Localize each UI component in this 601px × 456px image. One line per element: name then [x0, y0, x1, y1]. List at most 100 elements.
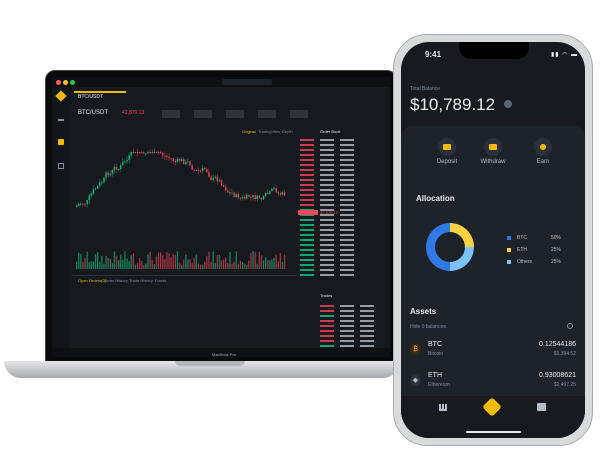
volume-bar — [151, 259, 153, 269]
order-row — [300, 154, 388, 158]
candle-body — [260, 197, 263, 200]
volume-bar — [118, 259, 120, 269]
candle-body — [111, 170, 113, 174]
hide-zero-balances-toggle[interactable]: Hide 0 balances — [410, 324, 446, 330]
candle-body — [197, 169, 200, 171]
candle-body — [220, 180, 223, 186]
volume-bar — [160, 252, 162, 269]
volume-bar — [130, 255, 132, 269]
order-row — [300, 194, 388, 198]
volume-bar — [170, 257, 172, 269]
content-panel — [401, 126, 585, 438]
volume-bar — [162, 255, 164, 269]
order-book — [300, 139, 388, 289]
earn-button[interactable]: Earn — [536, 159, 550, 165]
search-icon[interactable] — [567, 323, 573, 329]
active-tab-indicator — [74, 91, 126, 93]
volume-bar — [241, 261, 244, 269]
candle-body — [262, 196, 265, 200]
deposit-button[interactable]: Deposit — [436, 159, 458, 165]
volume-bar — [88, 262, 90, 269]
earn-icon[interactable] — [534, 138, 552, 156]
candlestick-chart[interactable] — [72, 137, 297, 272]
legend-item: ETH 25% — [507, 244, 567, 256]
candle-body — [183, 159, 185, 165]
minimize-window-button[interactable] — [63, 80, 68, 85]
donut-slice-eth — [450, 223, 474, 247]
order-row — [300, 214, 388, 218]
asset-row-btc[interactable]: ₿ BTC Bitcoin 0.12544186 $5,394.52 — [401, 340, 585, 368]
volume-bar — [254, 252, 256, 269]
candle-body — [254, 195, 256, 200]
futures-icon[interactable] — [58, 163, 64, 169]
candle-body — [115, 167, 118, 170]
candle-body — [248, 194, 250, 197]
volume-bar — [76, 261, 78, 269]
volume-bar — [176, 251, 179, 269]
candle-body — [164, 155, 166, 157]
markets-icon[interactable] — [58, 115, 64, 121]
trade-icon[interactable] — [58, 139, 64, 145]
order-row — [300, 234, 388, 238]
allocation-donut-chart — [426, 223, 474, 271]
tab-depth[interactable]: Depth — [282, 129, 293, 134]
volume-bar — [122, 259, 124, 269]
wallet-nav-icon[interactable] — [537, 403, 546, 411]
candle-body — [176, 158, 179, 162]
candle-body — [252, 195, 254, 198]
volume-bar — [172, 254, 174, 269]
volume-bar — [225, 257, 227, 269]
tab-trade-history[interactable]: Trade History — [129, 278, 153, 283]
info-icon[interactable] — [504, 100, 512, 108]
tab-original[interactable]: Original — [242, 129, 256, 134]
legend-percent: 25% — [551, 247, 562, 253]
order-row — [300, 239, 388, 243]
order-row — [320, 335, 388, 339]
tab-order-history[interactable]: Order History — [104, 278, 128, 283]
candle-body — [208, 172, 210, 177]
order-row — [300, 164, 388, 168]
withdraw-button[interactable]: Withdraw — [480, 159, 506, 165]
volume-bar — [120, 254, 122, 269]
volume-bar — [216, 255, 218, 269]
asset-value: $5,394.52 — [553, 351, 576, 357]
volume-bar — [271, 259, 273, 269]
volume-bar — [244, 263, 246, 269]
tab-open-orders[interactable]: Open Orders(0) — [78, 278, 107, 283]
candle-body — [185, 162, 187, 165]
order-row — [300, 199, 388, 203]
current-price-tag — [298, 210, 318, 215]
order-row — [320, 330, 388, 334]
maximize-window-button[interactable] — [70, 80, 75, 85]
status-icons: ▮▮ ◠ ▬ — [551, 52, 579, 58]
candle-body — [82, 203, 84, 205]
legend-swatch — [507, 260, 511, 264]
candle-body — [166, 156, 168, 158]
candle-body — [76, 205, 78, 207]
tab-funds[interactable]: Funds — [155, 278, 167, 283]
volume-bar — [185, 254, 187, 269]
search-bar[interactable] — [222, 79, 272, 85]
markets-nav-icon[interactable] — [439, 404, 447, 411]
candle-body — [88, 195, 90, 201]
candle-body — [235, 193, 237, 198]
candle-body — [283, 192, 286, 196]
candle-body — [271, 188, 273, 192]
volume-bar — [250, 252, 252, 269]
candle-body — [189, 161, 191, 166]
tab-tradingview[interactable]: TradingView — [258, 129, 281, 134]
volume-bar — [262, 260, 265, 269]
deposit-icon[interactable] — [438, 138, 456, 156]
laptop-hinge-notch — [175, 361, 245, 366]
tab-pair[interactable]: BTC/USDT — [78, 94, 103, 100]
order-row — [300, 184, 388, 188]
order-row — [300, 169, 388, 173]
candle-body — [101, 182, 103, 184]
candle-body — [160, 152, 162, 154]
asset-row-eth[interactable]: ◆ ETH Ethereum 0.93008621 $2,497.25 — [401, 371, 585, 399]
order-row — [300, 204, 388, 208]
volume-bar — [80, 254, 82, 269]
close-window-button[interactable] — [56, 80, 61, 85]
withdraw-icon[interactable] — [484, 138, 502, 156]
candle-body — [162, 153, 164, 156]
